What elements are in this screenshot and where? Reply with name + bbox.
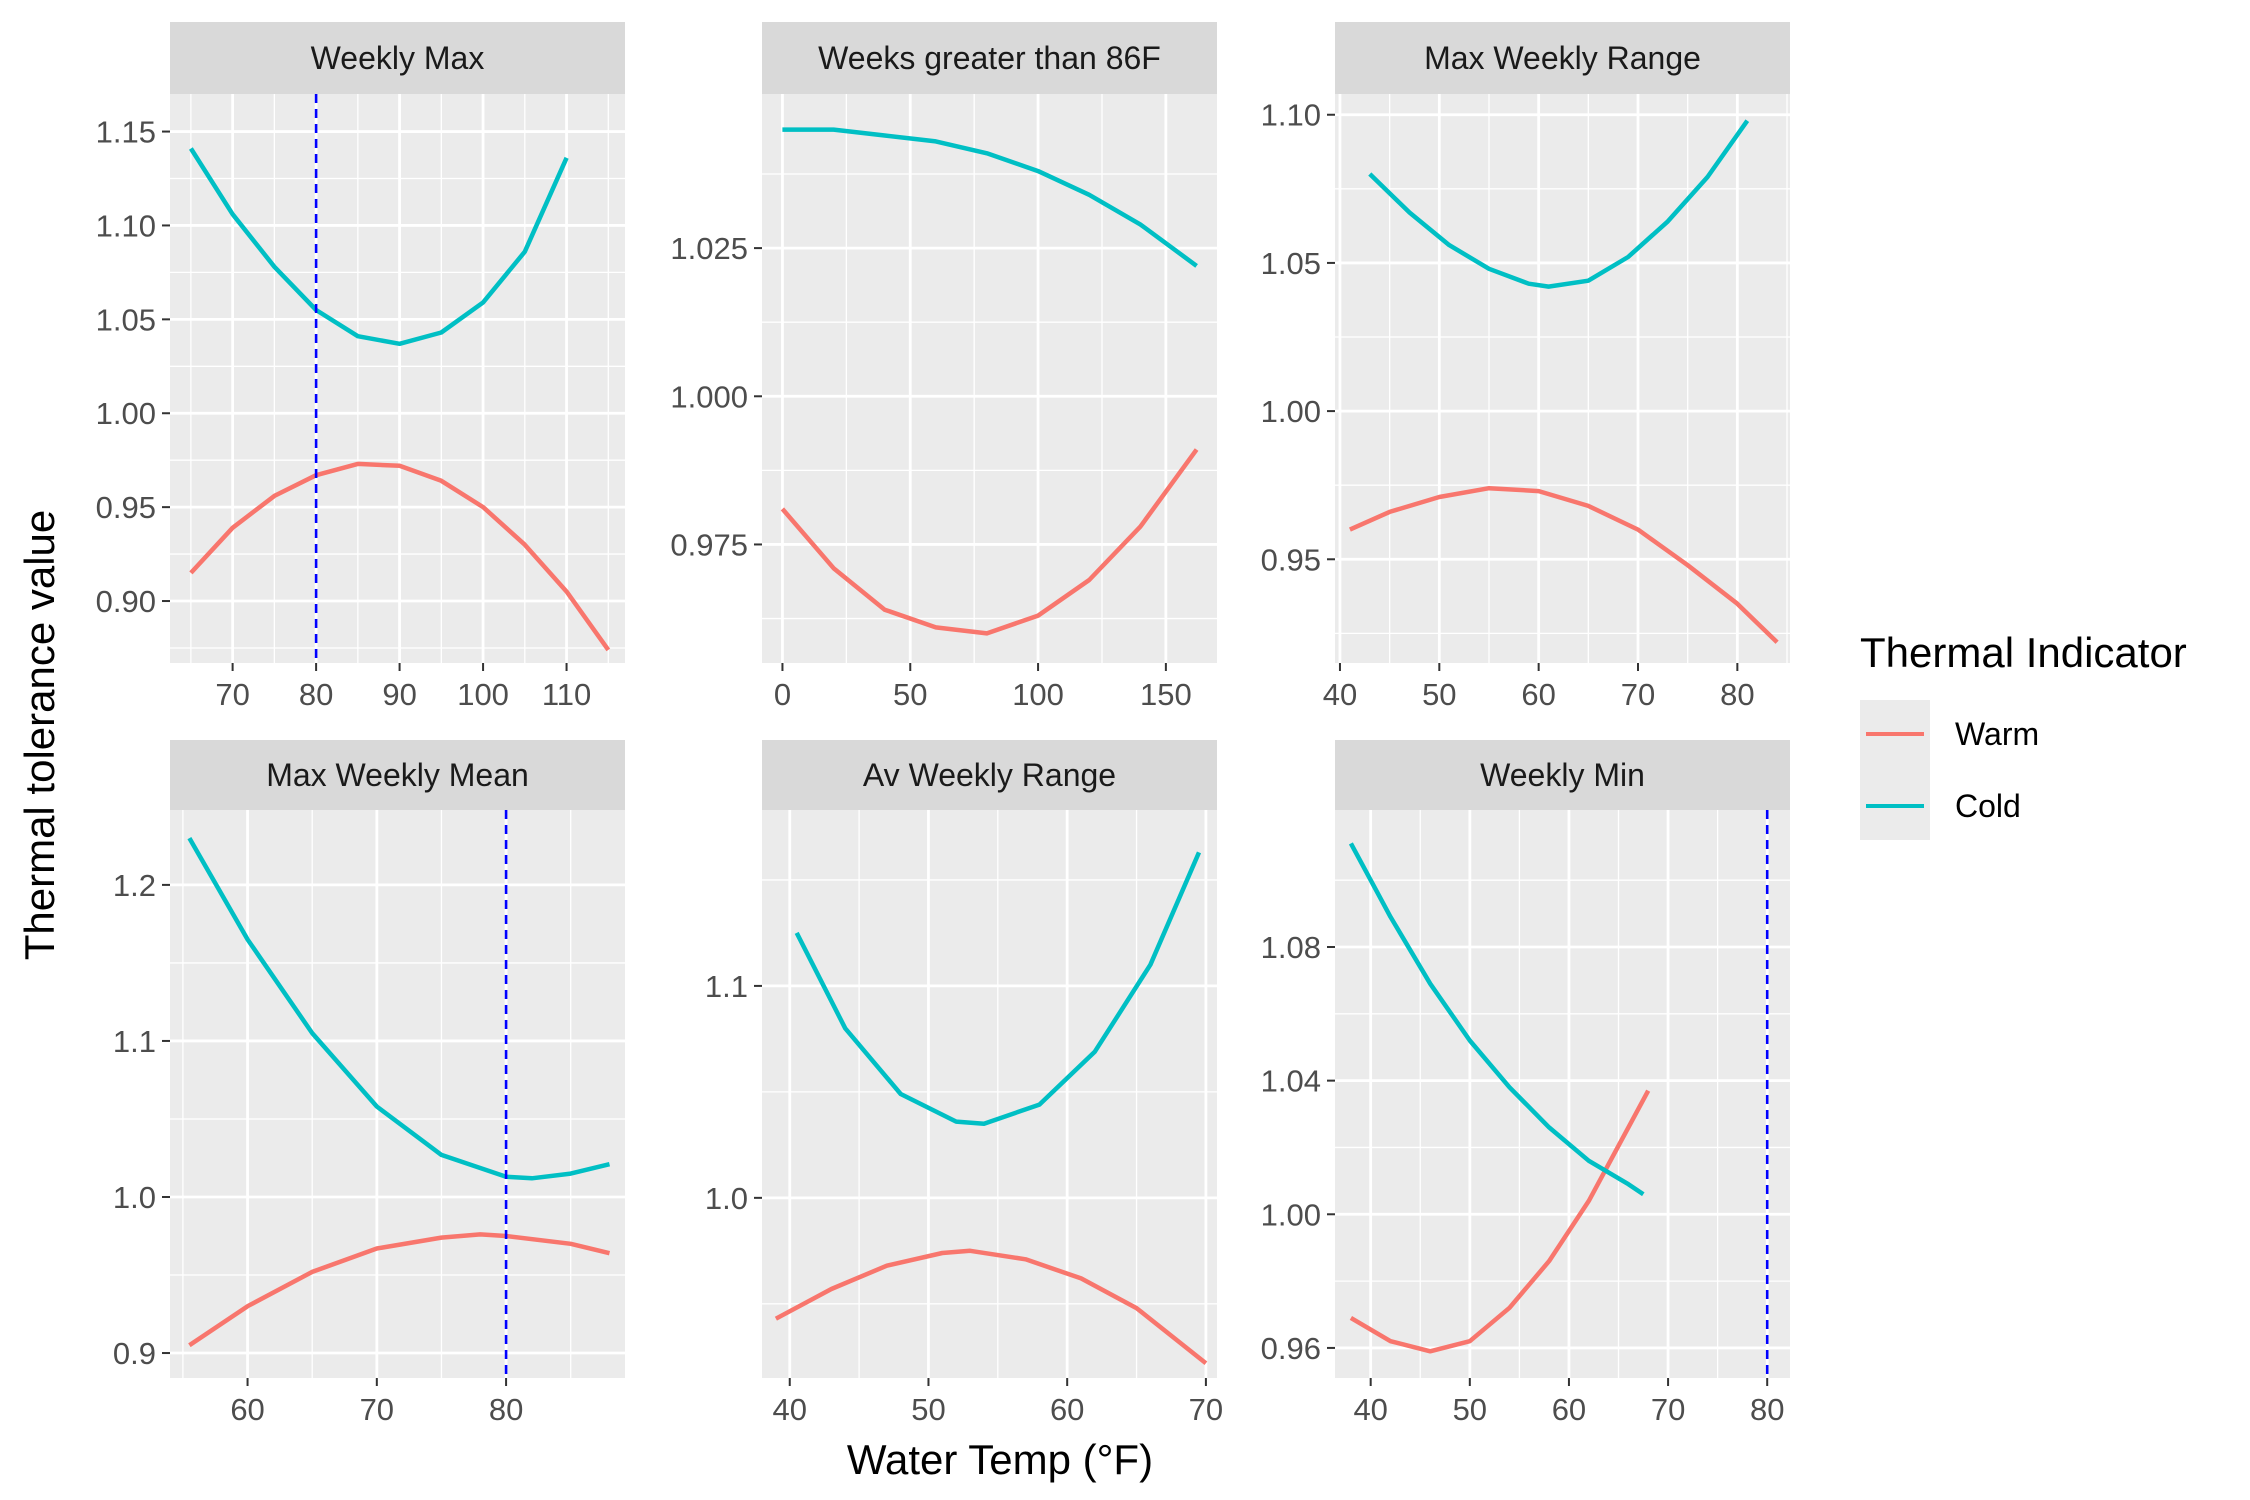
y-tick-label: 1.0 (705, 1181, 748, 1216)
x-tick-label: 60 (1552, 1392, 1586, 1427)
series-line-cold (782, 127, 1198, 268)
x-tick-label: 40 (1353, 1392, 1387, 1427)
panel-weekly-max: Weekly Max 70 80 90 100 110 0.90 0.95 1.00 1.05 1.… (96, 22, 625, 712)
y-tick-label: 1.00 (96, 396, 156, 431)
panel-title: Weeks greater than 86F (818, 40, 1161, 76)
panel-strip (1335, 740, 1790, 810)
y-tick-label: 1.2 (113, 868, 156, 903)
panel-background (762, 810, 1217, 1378)
x-tick-label: 50 (893, 677, 927, 712)
y-tick-label: 1.0 (113, 1180, 156, 1215)
series-line-cold (1368, 119, 1750, 289)
series-line-cold (189, 147, 569, 347)
y-tick-label: 1.15 (96, 115, 156, 150)
panel-title: Max Weekly Range (1424, 40, 1701, 76)
x-tick-label: 80 (489, 1392, 523, 1427)
x-tick-label: 40 (1323, 677, 1357, 712)
panel-max-weekly-range: Max Weekly Range 40 50 60 70 80 0.95 1.00 1.05 1.… (1261, 22, 1790, 712)
x-tick-label: 50 (1453, 1392, 1487, 1427)
y-tick-label: 1.10 (96, 208, 156, 243)
x-tick-label: 50 (1422, 677, 1456, 712)
panel-title: Weekly Max (311, 40, 485, 76)
series-line-cold (794, 851, 1202, 1126)
x-tick-label: 50 (911, 1392, 945, 1427)
panel-background (170, 94, 625, 663)
x-axis-title: Water Temp (°F) (847, 1436, 1153, 1483)
panel-strip (170, 22, 625, 94)
panel-strip (170, 740, 625, 810)
x-tick-label: 80 (1750, 1392, 1784, 1427)
y-tick-label: 1.05 (96, 302, 156, 337)
x-tick-label: 70 (1651, 1392, 1685, 1427)
series-line-cold (187, 836, 611, 1181)
y-tick-label: 1.10 (1261, 98, 1321, 133)
x-tick-label: 80 (1720, 677, 1754, 712)
panel-background (170, 810, 625, 1378)
panel-strip (762, 22, 1217, 94)
y-tick-label: 1.025 (670, 231, 748, 266)
panel-strip (762, 740, 1217, 810)
y-tick-label: 1.00 (1261, 394, 1321, 429)
x-tick-label: 0 (774, 677, 791, 712)
series-line-warm (189, 461, 611, 652)
x-tick-label: 60 (230, 1392, 264, 1427)
series-line-cold (1348, 842, 1645, 1197)
panel-av-weekly-range: Av Weekly Range 40 50 60 70 1.0 1.1 (705, 740, 1223, 1427)
y-tick-label: 1.1 (113, 1024, 156, 1059)
y-tick-label: 1.00 (1261, 1197, 1321, 1232)
x-tick-label: 70 (1189, 1392, 1223, 1427)
series-line-warm (188, 1232, 611, 1348)
x-tick-label: 70 (215, 677, 249, 712)
panel-strip (1335, 22, 1790, 94)
y-tick-label: 0.9 (113, 1336, 156, 1371)
panel-title: Av Weekly Range (863, 757, 1116, 793)
panel-background (1335, 810, 1790, 1378)
y-tick-label: 0.95 (1261, 542, 1321, 577)
x-tick-label: 110 (542, 677, 591, 712)
panel-title: Weekly Min (1480, 757, 1645, 793)
legend-title: Thermal Indicator (1860, 629, 2187, 676)
series-line-warm (1348, 485, 1779, 644)
x-tick-label: 150 (1140, 677, 1192, 712)
x-tick-label: 100 (1012, 677, 1064, 712)
panel-weekly-min: Weekly Min 40 50 60 70 80 0.96 1.00 1.04 1.08 (1261, 740, 1790, 1427)
y-tick-label: 1.05 (1261, 246, 1321, 281)
panel-weeks-greater-than-86f: Weeks greater than 86F 0 50 100 150 0.975 1.00… (670, 22, 1217, 712)
series-line-warm (774, 1248, 1208, 1365)
x-tick-label: 70 (1621, 677, 1655, 712)
x-tick-label: 80 (299, 677, 333, 712)
series-line-warm (780, 448, 1199, 636)
y-tick-label: 0.90 (96, 584, 156, 619)
legend-key-box (1860, 700, 1930, 840)
y-tick-label: 0.96 (1261, 1331, 1321, 1366)
y-tick-label: 1.08 (1261, 930, 1321, 965)
y-tick-label: 0.975 (670, 527, 748, 562)
x-tick-label: 100 (457, 677, 509, 712)
panel-title: Max Weekly Mean (266, 757, 529, 793)
y-tick-label: 1.000 (670, 379, 748, 414)
x-tick-label: 70 (360, 1392, 394, 1427)
y-tick-label: 1.04 (1261, 1064, 1321, 1099)
y-tick-label: 1.1 (705, 969, 748, 1004)
legend: Thermal Indicator Warm Cold (1860, 629, 2187, 840)
series-line-warm (1349, 1089, 1651, 1354)
legend-label-warm: Warm (1955, 716, 2039, 752)
panel-background (1335, 94, 1790, 663)
x-tick-label: 60 (1521, 677, 1555, 712)
legend-label-cold: Cold (1955, 788, 2021, 824)
x-tick-label: 90 (382, 677, 416, 712)
panel-background (762, 94, 1217, 663)
y-axis-title: Thermal tolerance value (16, 510, 63, 961)
x-tick-label: 40 (773, 1392, 807, 1427)
x-tick-label: 60 (1050, 1392, 1084, 1427)
y-tick-label: 0.95 (96, 490, 156, 525)
panel-max-weekly-mean: Max Weekly Mean 60 70 80 0.9 1.0 1.1 1.2 (113, 740, 625, 1427)
